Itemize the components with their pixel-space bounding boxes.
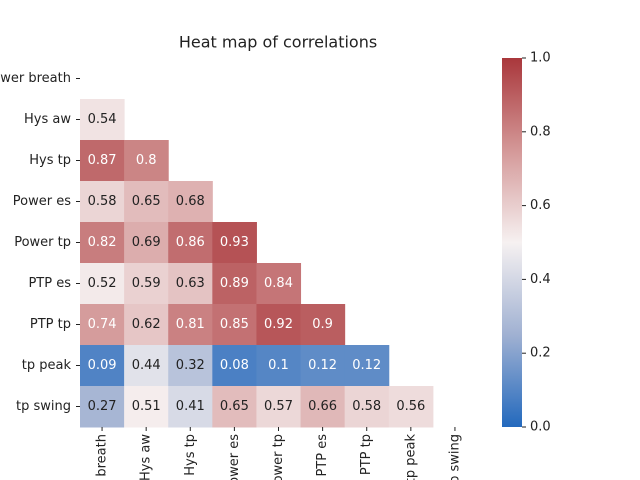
heat-cell: [124, 386, 169, 428]
cell-label: 0.81: [176, 317, 205, 332]
heat-cell: [168, 304, 213, 346]
cell-label: 0.63: [176, 276, 205, 291]
colorbar: [502, 58, 522, 427]
cell-label: 0.92: [264, 317, 293, 332]
x-tick-label: PTP es: [315, 434, 330, 477]
heat-cell: [300, 345, 346, 387]
heat-cell: [124, 222, 169, 264]
cell-label: 0.44: [132, 358, 161, 373]
x-tick-label: Power es: [227, 434, 242, 480]
colorbar-tick-label: 0.2: [530, 346, 551, 361]
heat-cell: [212, 386, 257, 428]
y-tick-label: PTP tp: [30, 317, 71, 332]
heat-cell: [168, 345, 213, 387]
cell-label: 0.12: [352, 358, 381, 373]
heat-cell: [80, 345, 125, 387]
heat-cell: [256, 386, 302, 428]
x-tick-label: Power tp: [271, 434, 286, 480]
y-tick-label: Hys tp: [29, 153, 71, 168]
x-tick-label: tp peak: [403, 434, 418, 480]
cell-label: 0.57: [264, 399, 293, 414]
cell-label: 0.08: [220, 358, 249, 373]
colorbar-tick-label: 1.0: [530, 51, 551, 66]
cell-label: 0.69: [132, 235, 161, 250]
heat-cell: [256, 304, 302, 346]
heat-cell: [80, 263, 125, 305]
heat-cell: [124, 304, 169, 346]
cell-label: 0.65: [132, 194, 161, 209]
x-tick-label: tp swing: [447, 434, 462, 480]
heat-cell: [212, 222, 257, 264]
cell-label: 0.86: [176, 235, 205, 250]
heat-cell: [256, 345, 302, 387]
cell-label: 0.85: [220, 317, 249, 332]
cell-label: 0.12: [308, 358, 337, 373]
cell-label: 0.74: [88, 317, 117, 332]
heat-cell: [168, 263, 213, 305]
cell-label: 0.27: [88, 399, 117, 414]
cell-label: 0.66: [308, 399, 337, 414]
heat-cell: [124, 140, 169, 182]
heat-cell: [168, 181, 213, 223]
x-tick-label: Hys tp: [183, 434, 198, 476]
heat-cell: [80, 386, 125, 428]
heat-cell: [256, 263, 302, 305]
heat-cell: [300, 304, 346, 346]
heat-cell: [388, 386, 434, 428]
heat-cell: [80, 222, 125, 264]
y-tick-label: tp peak: [22, 358, 72, 373]
cell-label: 0.41: [176, 399, 205, 414]
cell-label: 0.68: [176, 194, 205, 209]
cell-label: 0.56: [396, 399, 425, 414]
colorbar-tick-label: 0.8: [530, 124, 551, 139]
y-tick-label: Hys aw: [24, 112, 71, 127]
cell-label: 0.51: [132, 399, 161, 414]
colorbar-tick-label: 0.6: [530, 198, 551, 213]
heat-cell: [80, 99, 125, 141]
cell-label: 0.52: [88, 276, 117, 291]
y-tick-label: tp swing: [16, 399, 71, 414]
heat-cell: [80, 181, 125, 223]
x-tick-label: Power breath: [95, 434, 110, 480]
colorbar-tick-label: 0.4: [530, 272, 551, 287]
colorbar-tick-label: 0.0: [530, 420, 551, 435]
y-tick-label: Power breath: [0, 71, 71, 86]
cell-label: 0.58: [352, 399, 381, 414]
heat-cell: [124, 263, 169, 305]
heat-cell: [80, 140, 125, 182]
heat-cell: [124, 181, 169, 223]
heat-cell: [300, 386, 346, 428]
cell-label: 0.65: [220, 399, 249, 414]
heat-cell: [212, 304, 257, 346]
heat-cell: [124, 345, 169, 387]
cell-label: 0.87: [88, 153, 117, 168]
heat-cell: [212, 345, 257, 387]
heat-cell: [344, 345, 390, 387]
y-tick-label: Power es: [13, 194, 71, 209]
heat-cell: [168, 222, 213, 264]
heat-cell: [80, 304, 125, 346]
y-tick-label: Power tp: [14, 235, 71, 250]
cell-label: 0.93: [220, 235, 249, 250]
cell-label: 0.58: [88, 194, 117, 209]
heat-cell: [212, 263, 257, 305]
cell-label: 0.09: [88, 358, 117, 373]
cell-label: 0.8: [136, 153, 157, 168]
chart-title: Heat map of correlations: [179, 33, 377, 52]
cell-label: 0.54: [88, 112, 117, 127]
cell-label: 0.89: [220, 276, 249, 291]
y-tick-label: PTP es: [28, 276, 71, 291]
cell-label: 0.62: [132, 317, 161, 332]
cell-label: 0.1: [268, 358, 289, 373]
cell-label: 0.9: [312, 317, 333, 332]
x-tick-label: PTP tp: [359, 434, 374, 475]
cell-label: 0.82: [88, 235, 117, 250]
heat-cell: [168, 386, 213, 428]
cell-label: 0.59: [132, 276, 161, 291]
cell-label: 0.84: [264, 276, 293, 291]
heat-cell: [344, 386, 390, 428]
x-tick-label: Hys aw: [139, 434, 154, 480]
cell-label: 0.32: [176, 358, 205, 373]
